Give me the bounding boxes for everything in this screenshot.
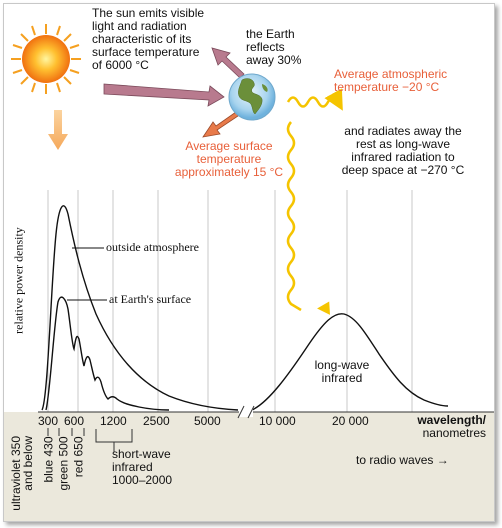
label-earth-surface: at Earth's surface — [109, 292, 192, 306]
band-blue: blue 430 — [41, 436, 56, 483]
band-green: green 500 — [56, 436, 71, 491]
earth-reflect-label: the Earth reflects away 30% — [246, 27, 302, 67]
surface-temperature-label: Average surface temperature approximatel… — [174, 139, 284, 179]
diagram-graphics — [11, 24, 494, 452]
tick-20000: 20 000 — [332, 414, 369, 428]
tick-600: 600 — [64, 414, 85, 428]
sun-caption: The sun emits visible light and radiatio… — [92, 6, 205, 72]
sun-down-arrow — [48, 110, 68, 150]
surface-arrow — [202, 111, 239, 138]
longwave-arrow-head — [317, 301, 330, 315]
atmospheric-temperature-label: Average atmospheric temperature −20 °C — [334, 67, 448, 94]
band-red: red 650 — [71, 436, 86, 478]
axis-break — [237, 405, 255, 419]
sun-icon — [11, 24, 81, 94]
curve-outside-atmosphere — [41, 205, 239, 411]
tick-300: 300 — [38, 414, 59, 428]
band-brackets — [47, 428, 133, 452]
longwave-wave-arrow — [286, 121, 302, 312]
band-ultraviolet: ultraviolet 350 and below — [9, 436, 35, 511]
band-shortwave-infrared: short-wave infrared 1000–2000 — [112, 447, 173, 487]
tick-1200: 1200 — [100, 414, 127, 428]
tick-5000: 5000 — [194, 414, 221, 428]
atmosphere-wave-arrow — [286, 88, 343, 111]
chart-ylabel: relative power density — [11, 227, 26, 334]
chart-grid — [47, 190, 413, 412]
radiates-away-label: and radiates away the rest as long-wave … — [341, 124, 465, 177]
label-longwave-infrared: long-wave infrared — [314, 358, 370, 385]
earth-icon — [228, 73, 276, 121]
chart-xlabel: wavelength/ nanometres — [417, 413, 486, 440]
diagram-frame: The sun emits visible light and radiatio… — [3, 3, 495, 522]
tick-2500: 2500 — [143, 414, 170, 428]
curve-longwave-infrared — [251, 313, 449, 411]
to-radio-waves-label: to radio waves → — [356, 453, 449, 467]
curve-earth-surface — [45, 296, 170, 411]
sun-to-earth-arrow — [103, 83, 225, 107]
label-outside-atmosphere: outside atmosphere — [106, 240, 199, 254]
tick-10000: 10 000 — [259, 414, 296, 428]
wavelength-bands-panel — [4, 412, 494, 521]
reflect-arrow — [211, 47, 245, 79]
